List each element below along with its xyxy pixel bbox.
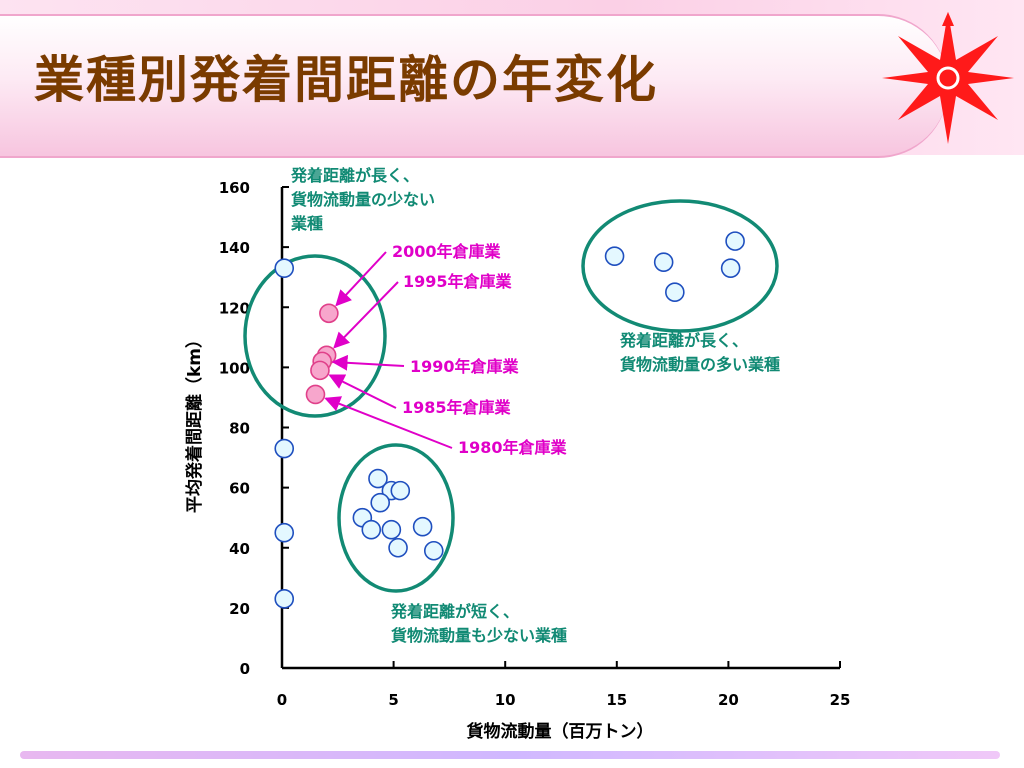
annotation-arrow xyxy=(324,396,453,449)
industry-point xyxy=(604,246,625,266)
x-tick-label: 10 xyxy=(495,691,516,709)
industry-point xyxy=(423,540,444,561)
industry-point xyxy=(720,258,741,278)
page-title: 業種別発着間距離の年変化 xyxy=(34,51,658,109)
group-description-line: 業種 xyxy=(290,214,323,233)
industry-point xyxy=(653,252,674,272)
x-axis-title: 貨物流動量（百万トン） xyxy=(467,721,654,742)
year-annotation-label: 1980年倉庫業 xyxy=(458,438,568,457)
group-description-line: 発着距離が短く、 xyxy=(390,602,519,621)
group-labels: 発着距離が長く、貨物流動量の少ない業種発着距離が長く、貨物流動量の多い業種発着距… xyxy=(290,166,780,645)
points xyxy=(274,231,745,609)
annotation-arrow xyxy=(328,374,397,409)
annotation-arrow xyxy=(331,354,405,371)
ticks: 0 20 40 60 80 100 120 140 160 0 5 10 15 20 25 xyxy=(219,179,851,709)
annotation-labels: 2000年倉庫業 1995年倉庫業 1990年倉庫業 1985年倉庫業 1980年倉庫業 xyxy=(392,242,568,457)
industry-point xyxy=(274,438,295,459)
group-ellipse xyxy=(337,443,455,593)
year-annotation-label: 1995年倉庫業 xyxy=(403,272,513,291)
year-annotation-label: 1985年倉庫業 xyxy=(402,398,512,417)
year-annotation-label: 2000年倉庫業 xyxy=(392,242,502,261)
industry-point xyxy=(725,231,745,251)
industry-point xyxy=(274,522,295,543)
group-description-line: 発着距離が長く、 xyxy=(619,331,748,350)
x-tick-label: 5 xyxy=(388,691,398,709)
group-ellipse xyxy=(581,199,779,333)
y-tick-label: 20 xyxy=(229,600,250,618)
y-tick-label: 160 xyxy=(219,179,250,197)
compass-star-logo xyxy=(882,12,1014,144)
warehouse-year-point xyxy=(305,384,326,405)
y-tick-label: 40 xyxy=(229,540,250,558)
y-tick-label: 60 xyxy=(229,480,250,498)
group-description-line: 貨物流動量の多い業種 xyxy=(620,355,780,374)
year-annotation-label: 1990年倉庫業 xyxy=(410,357,520,376)
industry-point xyxy=(388,537,408,558)
group-description-line: 貨物流動量の少ない xyxy=(291,190,435,209)
y-axis-title: 平均発着間距離（km） xyxy=(184,331,205,513)
group-description-line: 貨物流動量も少ない業種 xyxy=(391,626,567,645)
x-tick-label: 25 xyxy=(830,691,851,709)
industry-point xyxy=(390,480,411,501)
industry-point xyxy=(381,519,402,540)
industry-point xyxy=(274,258,295,278)
industry-point xyxy=(665,282,685,303)
x-tick-label: 20 xyxy=(718,691,739,709)
bottom-decoration-bar xyxy=(20,751,1000,759)
industry-point xyxy=(412,516,433,537)
x-tick-label: 0 xyxy=(277,691,287,709)
y-tick-label: 100 xyxy=(219,359,250,377)
industry-point xyxy=(361,519,382,540)
annotation-arrows xyxy=(324,251,453,449)
annotation-arrow xyxy=(335,251,387,307)
industry-point xyxy=(274,589,295,609)
title-panel xyxy=(0,14,948,158)
y-tick-label: 120 xyxy=(219,299,250,317)
group-description-line: 発着距離が長く、 xyxy=(290,166,419,185)
group-ellipse xyxy=(243,254,387,418)
warehouse-year-point xyxy=(310,360,330,381)
y-tick-label: 0 xyxy=(240,660,250,678)
group-ellipses xyxy=(243,199,779,593)
warehouse-year-point xyxy=(319,303,339,324)
industry-point xyxy=(370,492,391,513)
y-tick-label: 80 xyxy=(229,420,250,438)
x-tick-label: 15 xyxy=(606,691,627,709)
industry-point xyxy=(368,468,388,489)
annotation-arrow xyxy=(333,281,399,349)
axes xyxy=(280,187,840,670)
y-tick-label: 140 xyxy=(219,239,250,257)
